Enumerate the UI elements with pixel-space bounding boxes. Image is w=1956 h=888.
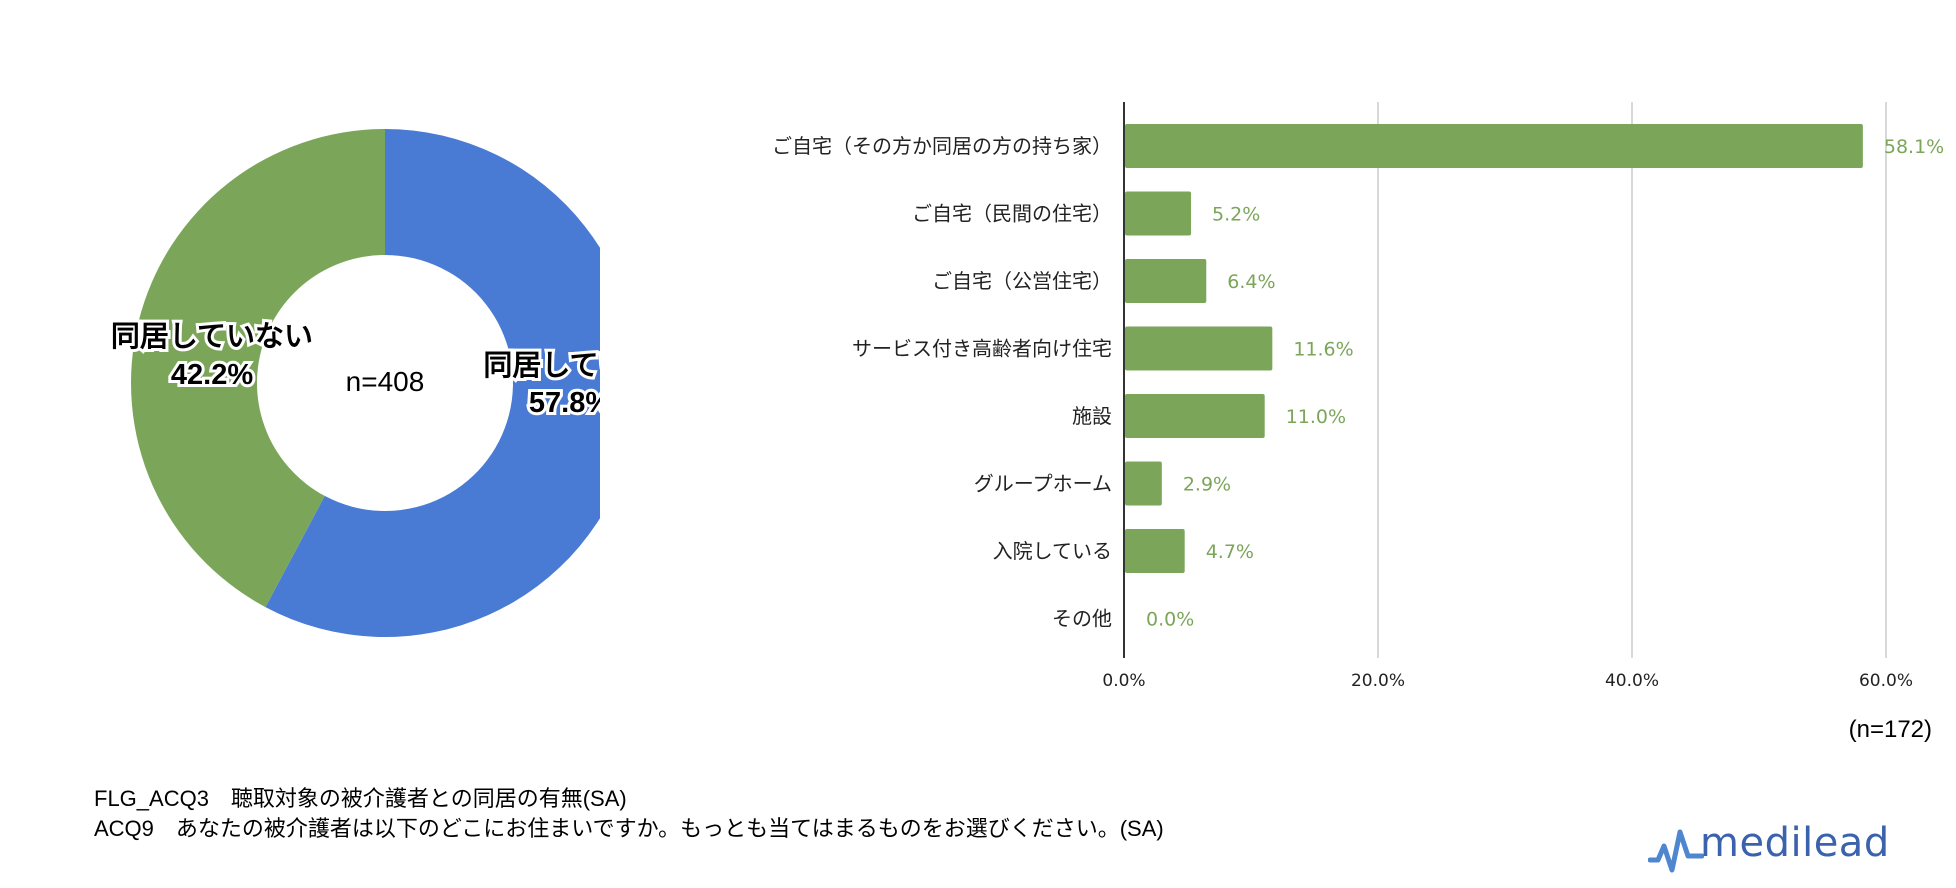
bar-category-label-5: グループホーム — [974, 472, 1112, 496]
bar-value-label-4: 11.0% — [1286, 406, 1346, 428]
donut-chart: n=408 同居している 57.8% 同居していない 42.2% — [108, 129, 600, 637]
bar-category-label-6: 入院している — [993, 539, 1112, 563]
note-line-1: FLG_ACQ3 聴取対象の被介護者との同居の有無(SA) — [94, 786, 627, 811]
bar-3 — [1125, 326, 1273, 371]
donut-slice-label-0: 同居している — [483, 348, 600, 382]
bar-category-label-2: ご自宅（公営住宅） — [932, 269, 1112, 293]
bar-n-label: (n=172) — [1849, 716, 1932, 743]
donut-slice-1 — [130, 129, 385, 608]
bar-value-label-7: 0.0% — [1146, 609, 1194, 631]
bar-6 — [1125, 529, 1185, 573]
bar-5 — [1125, 461, 1162, 506]
donut-slice-label-1: 同居していない — [111, 319, 313, 353]
bar-4 — [1125, 394, 1265, 438]
donut-slice-0 — [265, 129, 600, 637]
note-line-2: ACQ9 あなたの被介護者は以下のどこにお住まいですか。もっとも当てはまるものを… — [94, 816, 1164, 841]
bar-1 — [1125, 191, 1192, 236]
question-notes: FLG_ACQ3 聴取対象の被介護者との同居の有無(SA) ACQ9 あなたの被… — [94, 784, 1164, 844]
bar-value-label-1: 5.2% — [1212, 204, 1260, 226]
bar-category-label-1: ご自宅（民間の住宅） — [912, 202, 1112, 226]
pulse-wave-icon — [1648, 829, 1704, 873]
donut-slice-value-1: 42.2% — [171, 359, 253, 391]
bar-tick-label-3: 60.0% — [1859, 671, 1913, 691]
bar-value-label-0: 58.1% — [1884, 136, 1944, 158]
bar-value-label-6: 4.7% — [1206, 541, 1254, 563]
donut-center-label: n=408 — [346, 366, 425, 397]
bar-category-label-0: ご自宅（その方か同居の方の持ち家） — [772, 134, 1112, 158]
bar-value-label-3: 11.6% — [1293, 339, 1353, 361]
bar-category-label-4: 施設 — [1072, 404, 1112, 428]
bar-value-label-5: 2.9% — [1183, 474, 1231, 496]
bar-tick-label-1: 20.0% — [1351, 671, 1405, 691]
bar-tick-label-0: 0.0% — [1102, 671, 1145, 691]
logo-text: medilead — [1700, 820, 1890, 866]
donut-slice-value-0: 57.8% — [529, 387, 600, 419]
bar-tick-label-2: 40.0% — [1605, 671, 1659, 691]
bar-0 — [1125, 124, 1863, 168]
bar-category-label-7: その他 — [1052, 607, 1112, 631]
bar-2 — [1125, 259, 1207, 303]
bar-category-label-3: サービス付き高齢者向け住宅 — [852, 337, 1112, 361]
bar-value-label-2: 6.4% — [1227, 271, 1275, 293]
medilead-logo: medilead — [1648, 820, 1928, 876]
